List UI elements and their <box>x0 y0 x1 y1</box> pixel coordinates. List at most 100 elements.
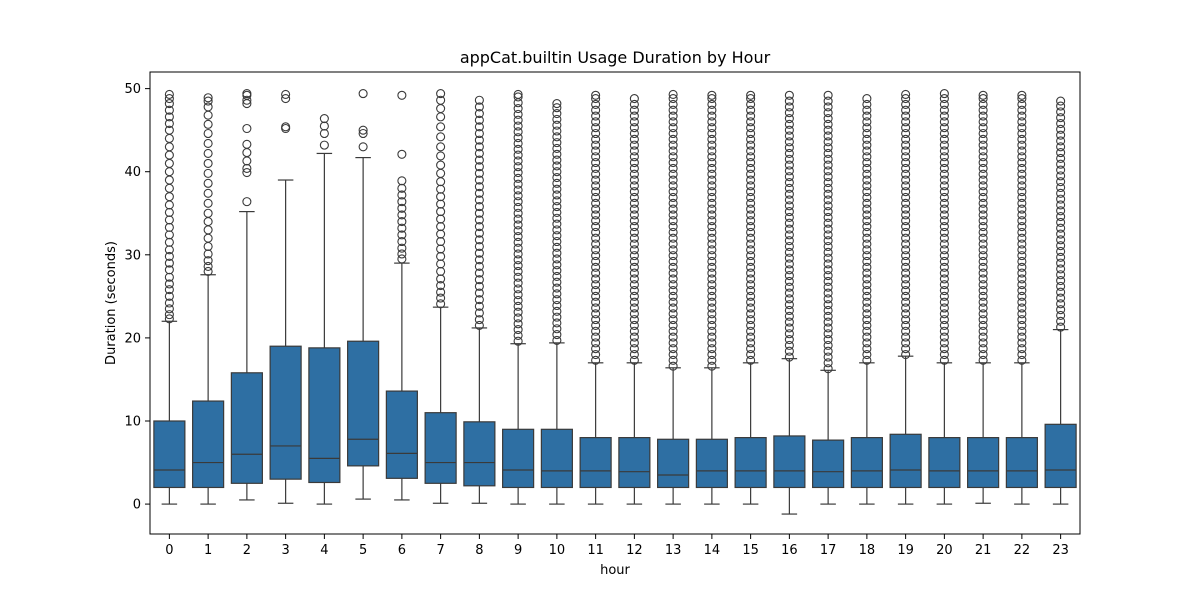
outlier-point <box>591 128 601 139</box>
outlier-point <box>746 262 756 272</box>
outlier-point <box>552 114 562 124</box>
outlier-point <box>862 297 872 307</box>
outlier-point <box>1017 175 1027 185</box>
box-group-hour-23 <box>1044 96 1077 505</box>
box-group-hour-4 <box>308 113 341 505</box>
outlier-point <box>436 104 446 114</box>
outlier-point <box>668 332 678 342</box>
outlier-point <box>513 330 523 340</box>
outlier-point <box>397 249 407 259</box>
outlier-point <box>164 99 174 109</box>
outlier-point <box>1056 182 1066 193</box>
outlier-point <box>862 326 872 336</box>
outlier-point <box>939 198 949 208</box>
iqr-box <box>928 437 961 489</box>
outlier-point <box>1017 146 1027 156</box>
outlier-point <box>513 208 523 218</box>
outlier-point <box>668 245 678 255</box>
outlier-point <box>1017 222 1027 232</box>
outlier-point <box>823 96 833 106</box>
outlier-point <box>707 303 717 313</box>
outlier-point <box>474 268 484 278</box>
outlier-point <box>164 94 174 104</box>
iqr-box <box>618 437 651 489</box>
outlier-point <box>823 311 833 321</box>
outlier-point <box>591 320 601 330</box>
outlier-point <box>629 309 639 319</box>
outlier-point <box>668 181 678 191</box>
outlier-point <box>629 268 639 278</box>
outlier-point <box>1017 140 1027 150</box>
outlier-point <box>823 236 833 246</box>
outlier-point <box>668 158 678 168</box>
y-tick-label: 40 <box>124 165 141 180</box>
outlier-point <box>397 236 407 247</box>
outlier-point <box>668 204 678 214</box>
outlier-point <box>1017 332 1027 342</box>
outlier-point <box>1017 123 1027 133</box>
outlier-point <box>784 282 794 292</box>
outlier-point <box>784 340 794 350</box>
outlier-point <box>746 285 756 296</box>
outlier-point <box>784 148 794 158</box>
outlier-point <box>397 197 407 207</box>
outlier-point <box>823 218 833 228</box>
outlier-point <box>901 99 911 109</box>
outlier-point <box>629 210 639 220</box>
outlier-point <box>784 241 794 252</box>
outlier-point <box>668 256 678 267</box>
outlier-point <box>1056 142 1066 152</box>
outlier-point <box>164 207 174 217</box>
outlier-point <box>707 344 717 354</box>
outlier-point <box>862 123 872 133</box>
plot-area-frame <box>149 71 1081 535</box>
outlier-point <box>862 245 872 255</box>
outlier-point <box>552 324 562 334</box>
outlier-point <box>746 152 756 162</box>
outlier-point <box>707 338 717 348</box>
outlier-point <box>668 239 678 249</box>
outlier-point <box>629 297 639 307</box>
outlier-point <box>939 227 949 237</box>
outlier-point <box>939 128 949 139</box>
outlier-point <box>901 291 911 301</box>
outlier-point <box>823 189 833 199</box>
box-group-hour-0 <box>153 89 186 505</box>
outlier-point <box>862 274 872 284</box>
outlier-point <box>823 340 833 350</box>
outlier-point <box>474 128 484 139</box>
outlier-point <box>513 278 523 288</box>
outlier-point <box>552 196 562 206</box>
outlier-point <box>474 188 484 198</box>
outlier-point <box>203 198 213 208</box>
outlier-point <box>591 222 601 232</box>
outlier-point <box>629 239 639 249</box>
outlier-point <box>397 203 407 213</box>
outlier-point <box>203 168 213 178</box>
y-axis: 0 10 20 30 40 50 <box>124 82 150 513</box>
outlier-point <box>242 156 252 166</box>
outlier-point <box>1017 268 1027 278</box>
outlier-point <box>707 94 717 104</box>
outlier-point <box>281 89 291 99</box>
outlier-point <box>1017 111 1027 121</box>
iqr-box <box>734 437 767 489</box>
outlier-point <box>552 172 562 183</box>
outlier-point <box>901 187 911 197</box>
outlier-point <box>513 237 523 247</box>
outlier-point <box>513 104 523 114</box>
outlier-point <box>436 168 446 178</box>
outlier-point <box>707 297 717 307</box>
outlier-point <box>901 146 911 156</box>
iqr-box <box>1044 423 1077 489</box>
outlier-point <box>823 300 833 310</box>
outlier-point <box>978 192 988 203</box>
outlier-point <box>203 119 213 129</box>
outlier-point <box>552 236 562 247</box>
outlier-point <box>474 315 484 325</box>
outlier-point <box>823 317 833 327</box>
x-tick-label: 8 <box>475 543 483 558</box>
outlier-point <box>591 204 601 214</box>
outlier-point <box>668 89 678 99</box>
outlier-point <box>784 311 794 321</box>
